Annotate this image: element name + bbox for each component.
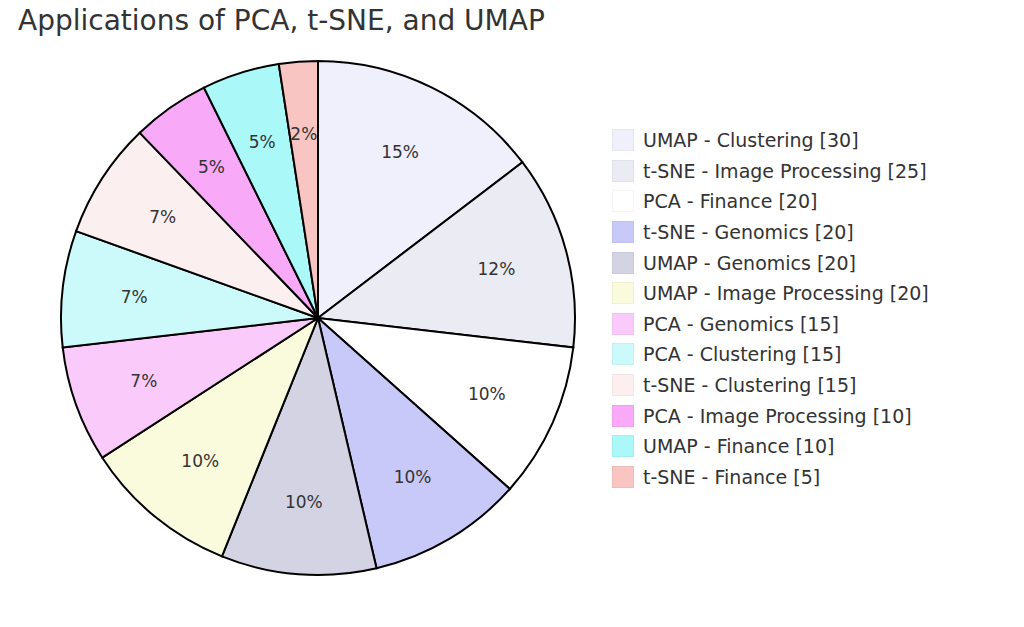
html-text:UMAP - Image Processing [20]: UMAP - Image Processing [20] (643, 282, 929, 305)
html-text:t-SNE - Genomics [20]: t-SNE - Genomics [20] (643, 221, 854, 244)
svg-text:5%: 5% (249, 132, 276, 152)
html-text:PCA - Finance [20]: PCA - Finance [20] (643, 190, 818, 213)
html-text:PCA - Clustering [15]: PCA - Clustering [15] (643, 343, 842, 366)
svg-text:12%: 12% (478, 259, 516, 279)
svg-text:10%: 10% (468, 384, 506, 404)
html-text:PCA - Genomics [15]: PCA - Genomics [15] (643, 312, 839, 335)
svg-text:5%: 5% (198, 157, 225, 177)
svg-text:7%: 7% (130, 371, 157, 391)
html-text:UMAP - Finance [10]: UMAP - Finance [10] (643, 435, 835, 458)
svg-text:7%: 7% (121, 287, 148, 307)
html-text:t-SNE - Image Processing [25]: t-SNE - Image Processing [25] (643, 159, 927, 182)
svg-text:10%: 10% (394, 467, 432, 487)
svg-text:2%: 2% (290, 124, 317, 144)
html-text:UMAP - Genomics [20]: UMAP - Genomics [20] (643, 251, 856, 274)
svg-text:7%: 7% (149, 207, 176, 227)
html-text:PCA - Image Processing [10]: PCA - Image Processing [10] (643, 404, 912, 427)
html-text:t-SNE - Clustering [15]: t-SNE - Clustering [15] (643, 374, 857, 396)
svg-text:10%: 10% (285, 492, 323, 512)
html-text:t-SNE - Finance [5]: t-SNE - Finance [5] (643, 465, 821, 488)
html-text:Applications of PCA, t-SNE, an: Applications of PCA, t-SNE, and UMAP (18, 4, 545, 37)
svg-text:15%: 15% (381, 142, 419, 162)
html-text:UMAP - Clustering [30]: UMAP - Clustering [30] (643, 129, 859, 152)
svg-text:10%: 10% (181, 451, 219, 471)
